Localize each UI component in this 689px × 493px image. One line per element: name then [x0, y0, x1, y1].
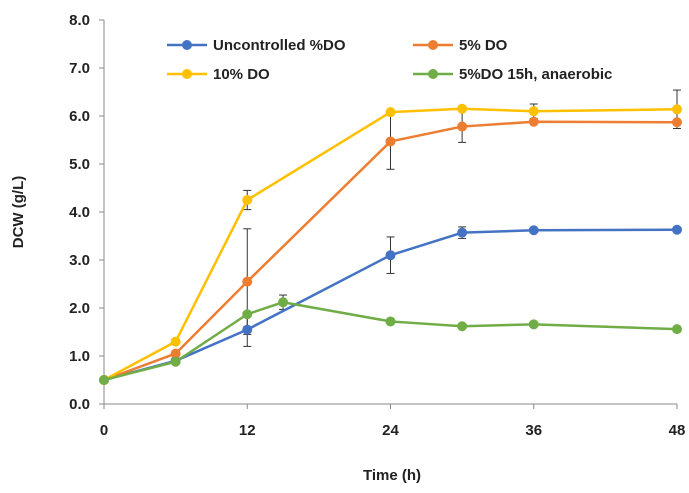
legend-label: 5%DO 15h, anaerobic: [459, 66, 612, 83]
data-point: [528, 225, 539, 236]
legend-marker: [428, 40, 438, 50]
y-tick-label: 7.0: [69, 60, 90, 77]
data-point: [242, 276, 253, 287]
y-tick-label: 0.0: [69, 396, 90, 413]
data-point: [672, 224, 682, 235]
data-point: [672, 117, 682, 128]
legend-label: 5% DO: [459, 37, 508, 54]
data-point: [385, 136, 396, 147]
x-tick-label: 48: [669, 422, 686, 439]
x-tick-label: 0: [100, 422, 108, 439]
legend-marker: [182, 69, 192, 79]
data-point: [170, 336, 181, 347]
legend-label: Uncontrolled %DO: [213, 37, 346, 54]
legend-item: 5% DO: [413, 37, 508, 54]
data-point: [528, 106, 539, 117]
series-2: [99, 116, 682, 385]
y-tick-label: 5.0: [69, 156, 90, 173]
data-point: [457, 103, 468, 114]
legend-item: 5%DO 15h, anaerobic: [413, 66, 612, 83]
series-layer: [99, 103, 682, 385]
chart-legend: Uncontrolled %DO 5% DO 10% DO 5%DO 15h, ana…: [167, 37, 612, 83]
y-tick-label: 8.0: [69, 12, 90, 29]
data-point: [99, 375, 109, 385]
data-point: [672, 324, 682, 335]
chart-axes: 0.0 1.0 2.0 3.0 4.0 5.0 6.0 7.0 8.0 0 12 24 36 48: [69, 12, 685, 439]
series-4: [99, 297, 682, 385]
x-tick-label: 36: [525, 422, 542, 439]
legend-marker: [182, 40, 192, 50]
y-tick-label: 1.0: [69, 348, 90, 365]
y-tick-label: 4.0: [69, 204, 90, 221]
data-point: [242, 309, 253, 320]
legend-label: 10% DO: [213, 66, 270, 83]
data-point: [385, 250, 396, 261]
x-tick-label: 12: [239, 422, 256, 439]
data-point: [672, 104, 682, 115]
y-tick-label: 3.0: [69, 252, 90, 269]
data-point: [242, 195, 253, 205]
data-point: [385, 107, 396, 118]
y-axis-label: DCW (g/L): [10, 176, 27, 248]
data-point: [528, 116, 539, 127]
data-point: [242, 324, 253, 335]
y-tick-label: 6.0: [69, 108, 90, 125]
data-point: [457, 227, 468, 238]
y-tick-label: 2.0: [69, 300, 90, 317]
x-tick-label: 24: [382, 422, 399, 439]
series-line: [103, 300, 678, 382]
data-point: [170, 348, 181, 359]
data-point: [385, 316, 396, 327]
data-point: [170, 356, 181, 367]
data-point: [278, 297, 289, 308]
data-point: [457, 121, 468, 132]
x-axis-label: Time (h): [363, 467, 421, 484]
data-point: [457, 321, 468, 332]
legend-item: Uncontrolled %DO: [167, 37, 346, 54]
legend-marker: [428, 69, 438, 79]
data-point: [528, 319, 539, 330]
legend-item: 10% DO: [167, 66, 270, 83]
